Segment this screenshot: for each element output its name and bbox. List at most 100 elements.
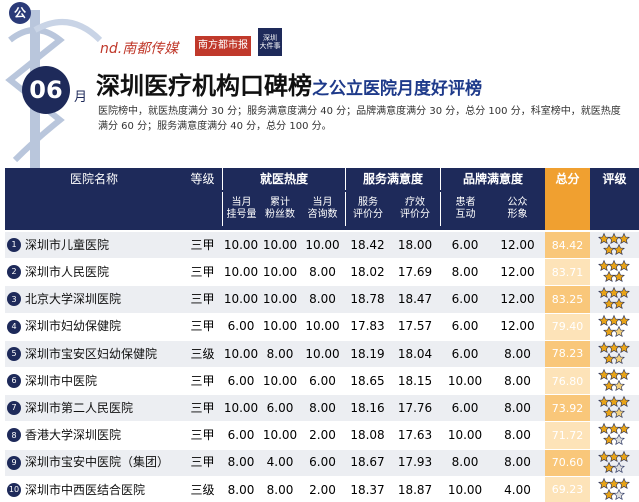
score: 10.00 [262, 428, 298, 443]
hospital-name: 深圳市中医院 [25, 373, 98, 388]
star [618, 314, 630, 326]
hospital-name: 深圳市宝安区妇幼保健院 [25, 346, 158, 361]
score: 8.00 [227, 455, 255, 470]
score: 17.69 [397, 265, 433, 280]
star [608, 395, 620, 408]
col-name: 医院名称 [69, 171, 118, 186]
score: 18.00 [397, 237, 433, 252]
star [598, 395, 610, 408]
col-total: 总分 [555, 171, 580, 186]
score: 6.00 [451, 237, 479, 252]
star [613, 461, 625, 473]
score: 6.00 [451, 319, 479, 334]
star [608, 423, 620, 435]
score: 10.00 [447, 428, 483, 443]
score: 6.00 [227, 319, 255, 334]
score: 10.00 [305, 319, 340, 334]
hospital-name: 深圳市宝安中医院（集团） [25, 455, 170, 470]
total-bg [545, 368, 590, 395]
col-sub: 当月 咨询数 [307, 197, 338, 220]
row-bg [5, 395, 639, 422]
star [608, 287, 620, 299]
score: 18.87 [397, 482, 433, 497]
total-bg [545, 476, 590, 502]
score: 18.37 [350, 482, 385, 497]
score: 8.00 [504, 346, 531, 361]
grade: 三甲 [190, 401, 215, 416]
rating-stars [598, 259, 630, 283]
subtitle: 之公立医院月度好评榜 [312, 79, 482, 99]
rank: 5 [7, 346, 21, 361]
rating-stars [598, 450, 630, 473]
score: 6.00 [451, 292, 479, 307]
total-bg [545, 313, 590, 340]
score: 10.00 [447, 482, 483, 497]
grade: 三甲 [190, 319, 215, 334]
star [598, 232, 610, 245]
rating-stars [598, 287, 630, 310]
score: 8.00 [266, 346, 294, 361]
total-score: 78.23 [551, 347, 584, 361]
row-bg [5, 449, 639, 476]
total-score: 83.25 [551, 292, 584, 306]
total-bg [545, 259, 590, 286]
col-grade: 等级 [190, 171, 215, 186]
rank: 3 [7, 292, 21, 307]
hospital-name: 深圳市人民医院 [25, 265, 110, 280]
score: 8.00 [504, 401, 531, 416]
score: 10.00 [223, 401, 259, 416]
total-score: 69.23 [551, 483, 584, 497]
score: 8.00 [504, 455, 531, 470]
title-main: 深圳医疗机构口碑榜 [96, 72, 312, 100]
total-score: 84.42 [551, 238, 584, 252]
star [618, 395, 630, 408]
hospital-name: 北京大学深圳医院 [25, 292, 122, 307]
total-bg [545, 340, 590, 367]
star [618, 259, 630, 272]
score: 10.00 [262, 373, 298, 388]
badge: 公 [9, 2, 31, 24]
star [618, 287, 630, 299]
score: 8.00 [266, 482, 294, 497]
row-bg [5, 259, 639, 286]
col-group: 品牌满意度 [440, 168, 545, 190]
score: 10.00 [262, 237, 298, 252]
star [598, 314, 610, 326]
star [608, 259, 620, 272]
grade: 三级 [190, 482, 215, 497]
star [618, 423, 630, 435]
score: 18.16 [350, 401, 385, 416]
grade: 三甲 [190, 455, 215, 470]
total-score: 71.72 [551, 428, 584, 442]
score: 8.00 [504, 373, 531, 388]
score: 8.00 [309, 401, 336, 416]
star [608, 477, 620, 489]
total-score: 79.40 [551, 320, 584, 334]
score: 4.00 [266, 455, 294, 470]
score: 18.47 [397, 292, 433, 307]
rating-stars [598, 314, 630, 337]
score: 12.00 [500, 292, 535, 307]
rating-stars [598, 341, 630, 364]
score: 6.00 [451, 401, 479, 416]
app-logo: 深圳 大件事 [258, 28, 282, 56]
star [618, 477, 630, 489]
score: 10.00 [223, 292, 259, 307]
score: 12.00 [500, 319, 535, 334]
row-bg [5, 340, 639, 367]
score: 10.00 [305, 346, 340, 361]
brand: nd.南都传媒 [100, 41, 179, 57]
score: 2.00 [309, 482, 336, 497]
row-bg [5, 232, 639, 259]
star [608, 341, 620, 353]
grade: 三甲 [190, 428, 215, 443]
score: 18.08 [350, 428, 385, 443]
star [598, 368, 610, 381]
total-bg [545, 232, 590, 259]
score: 10.00 [223, 237, 259, 252]
score: 18.78 [350, 292, 385, 307]
score: 10.00 [223, 265, 259, 280]
rating-stars [598, 423, 630, 446]
grade: 三甲 [190, 237, 215, 252]
hospital-name: 深圳市妇幼保健院 [25, 319, 122, 334]
